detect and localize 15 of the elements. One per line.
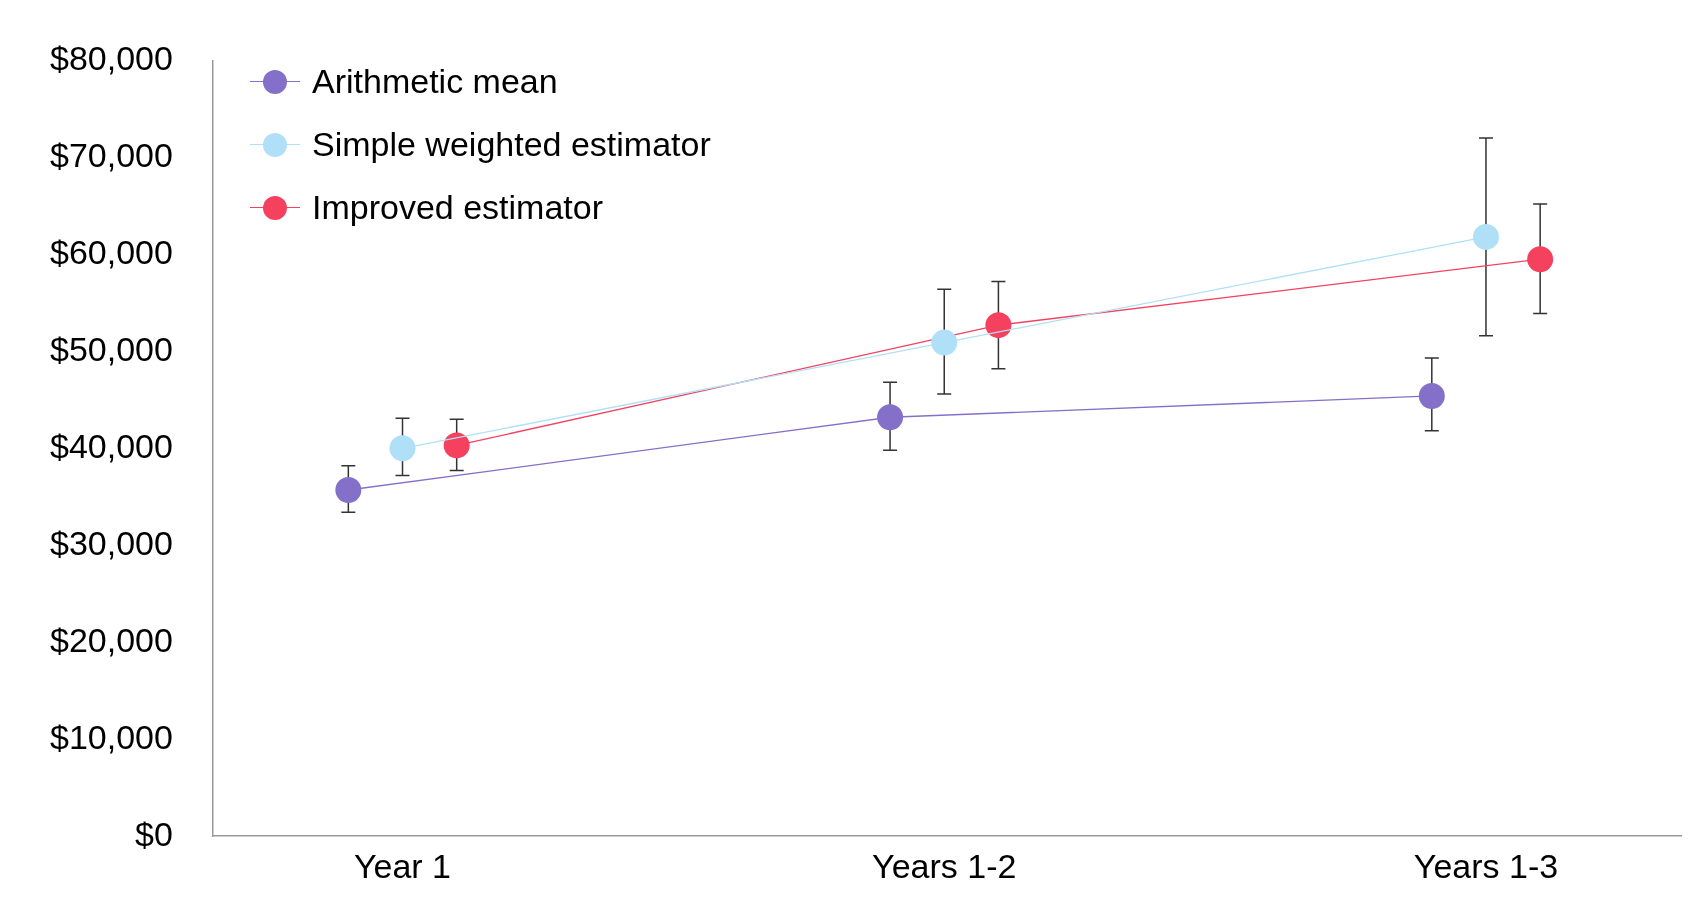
x-tick-label: Years 1-3 bbox=[1413, 846, 1559, 885]
legend-label: Arithmetic mean bbox=[312, 62, 558, 101]
y-tick-label: $60,000 bbox=[50, 232, 173, 271]
x-tick-label: Years 1-2 bbox=[872, 846, 1017, 885]
legend-label: Improved estimator bbox=[312, 188, 603, 227]
y-tick-label: $50,000 bbox=[50, 329, 173, 368]
y-tick-label: $20,000 bbox=[50, 620, 173, 659]
x-tick-label: Year 1 bbox=[353, 846, 452, 885]
legend-label: Simple weighted estimator bbox=[312, 125, 711, 164]
y-tick-label: $70,000 bbox=[50, 135, 173, 174]
y-tick-label: $10,000 bbox=[50, 717, 173, 756]
y-tick-label: $0 bbox=[135, 814, 173, 853]
y-tick-label: $80,000 bbox=[50, 38, 173, 77]
y-tick-label: $30,000 bbox=[50, 523, 173, 562]
y-tick-label: $40,000 bbox=[50, 426, 173, 465]
